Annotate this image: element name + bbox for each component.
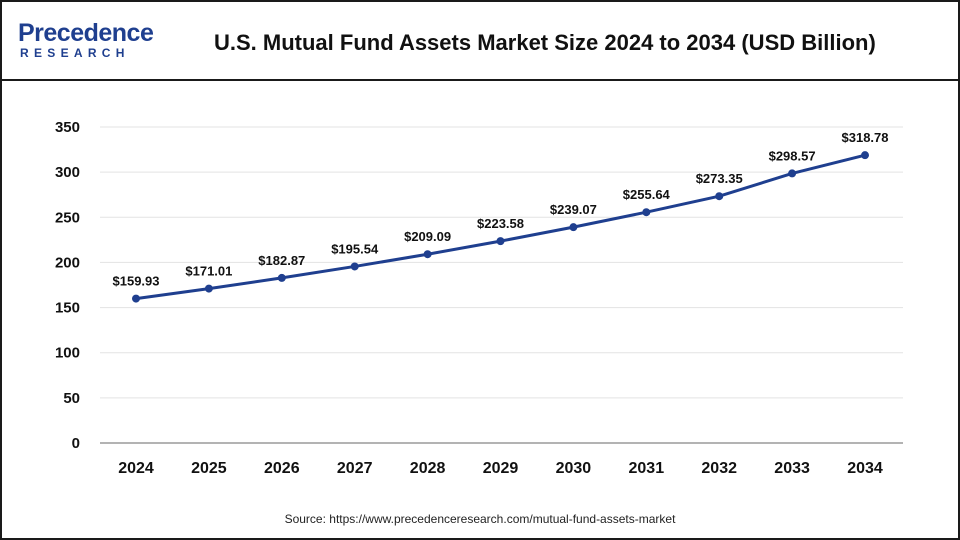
brand-name: Precedence	[18, 19, 154, 47]
y-tick-label: 50	[63, 390, 80, 407]
data-label: $318.78	[842, 130, 889, 145]
chart-title: U.S. Mutual Fund Assets Market Size 2024…	[214, 30, 876, 55]
data-point	[861, 151, 869, 160]
brand-logo: Precedence RESEARCH	[18, 20, 168, 64]
x-tick-label: 2027	[337, 460, 373, 477]
data-label: $171.01	[185, 264, 232, 279]
data-point	[642, 208, 651, 217]
y-tick-label: 350	[55, 119, 80, 136]
y-tick-label: 0	[72, 435, 80, 452]
line-chart: 0 50 100 150 200 250 300 350 2024 2025 2026 2027 202…	[55, 119, 903, 477]
data-point	[496, 237, 505, 246]
y-tick-label: 200	[55, 254, 80, 271]
data-point	[788, 169, 797, 178]
y-tick-label: 250	[55, 209, 80, 226]
data-label: $223.58	[477, 216, 524, 231]
brand-subtitle: RESEARCH	[20, 46, 130, 60]
y-tick-label: 300	[55, 164, 80, 181]
y-tick-label: 150	[55, 300, 80, 317]
data-label: $255.64	[623, 187, 671, 202]
data-label: $182.87	[258, 253, 305, 268]
source-note: Source: https://www.precedenceresearch.c…	[284, 512, 676, 526]
data-point	[350, 262, 359, 271]
data-point	[423, 250, 432, 259]
x-tick-label: 2034	[847, 460, 883, 477]
data-label: $273.35	[696, 171, 743, 186]
data-label: $298.57	[769, 148, 816, 163]
data-label: $195.54	[331, 241, 379, 256]
x-tick-label: 2024	[118, 460, 154, 477]
data-label: $209.09	[404, 229, 451, 244]
x-tick-label: 2033	[774, 460, 810, 477]
data-point	[204, 284, 213, 293]
header: Precedence RESEARCH U.S. Mutual Fund Ass…	[2, 2, 958, 81]
data-point	[715, 192, 724, 201]
x-tick-label: 2032	[701, 460, 737, 477]
x-tick-label: 2028	[410, 460, 446, 477]
x-tick-label: 2031	[629, 460, 665, 477]
y-tick-label: 100	[55, 345, 80, 362]
data-label: $159.93	[113, 274, 160, 289]
data-label: $239.07	[550, 202, 597, 217]
data-point	[569, 223, 578, 232]
data-point	[132, 294, 140, 303]
x-tick-label: 2026	[264, 460, 300, 477]
x-tick-label: 2029	[483, 460, 519, 477]
x-tick-label: 2030	[556, 460, 592, 477]
data-point	[277, 273, 286, 282]
x-tick-label: 2025	[191, 460, 227, 477]
